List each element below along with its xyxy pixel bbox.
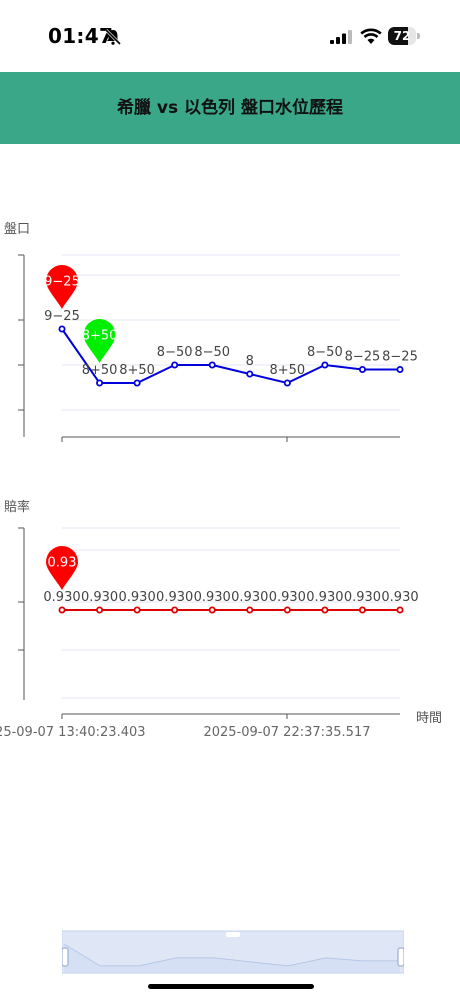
status-time: 01:47 xyxy=(48,24,114,48)
series-line xyxy=(61,328,400,385)
page-header: 希臘 vs 以色列 盤口水位歷程 xyxy=(0,72,460,144)
marker-min-pin xyxy=(83,319,116,363)
home-indicator[interactable] xyxy=(148,984,314,989)
data-label: 8−25 xyxy=(382,350,418,365)
data-point xyxy=(208,606,216,614)
x-tick-label: 2025-09-07 22:37:35.517 xyxy=(203,725,370,740)
data-point xyxy=(96,606,104,614)
data-point xyxy=(283,606,291,614)
battery-percentage: 72 xyxy=(393,29,411,43)
marker-max-pin xyxy=(46,545,78,590)
status-bar: 01:47 72 xyxy=(0,0,460,72)
data-label: 8−50 xyxy=(307,345,343,360)
data-label: 0.930 xyxy=(381,590,418,605)
wifi-icon xyxy=(360,28,382,44)
data-point xyxy=(133,379,141,387)
data-label: 8−50 xyxy=(194,345,230,360)
data-point xyxy=(321,606,329,614)
data-label: 0.930 xyxy=(306,590,343,605)
marker-max-pin xyxy=(46,265,78,309)
data-point xyxy=(58,606,66,614)
page-title: 希臘 vs 以色列 盤口水位歷程 xyxy=(117,98,343,118)
x-axis-title: 時間 xyxy=(416,711,442,726)
y-axis-title: 盤口 xyxy=(4,222,30,237)
x-tick-label: 2025-09-07 13:40:23.403 xyxy=(0,725,146,740)
data-point xyxy=(283,379,291,387)
data-point xyxy=(396,365,404,373)
marker-max-label: 0.93 xyxy=(48,555,77,570)
data-point xyxy=(58,325,66,333)
data-label: 8−50 xyxy=(157,345,193,360)
slider-left-handle[interactable] xyxy=(62,947,69,967)
battery-icon: 72 xyxy=(388,27,421,45)
slider-preview-area xyxy=(64,944,400,972)
data-label: 0.930 xyxy=(119,590,156,605)
data-label: 0.930 xyxy=(81,590,118,605)
data-point xyxy=(246,370,254,378)
cellular-signal-icon xyxy=(330,30,352,44)
odds-chart[interactable]: 賠率0.930 0.930 0.930 0.930 0.930 0.930 0.930 0.9… xyxy=(0,490,460,750)
data-label: 0.930 xyxy=(269,590,306,605)
data-label: 8+50 xyxy=(269,363,305,378)
data-label: 8 xyxy=(246,354,254,369)
data-point xyxy=(208,361,216,369)
data-point xyxy=(246,606,254,614)
data-point xyxy=(96,379,104,387)
data-point xyxy=(171,361,179,369)
data-label: 0.930 xyxy=(156,590,193,605)
data-label: 9−25 xyxy=(44,309,80,324)
data-label: 8+50 xyxy=(82,363,118,378)
data-point xyxy=(358,606,366,614)
slider-right-handle[interactable] xyxy=(397,947,404,967)
data-label: 8+50 xyxy=(119,363,155,378)
bell-off-icon xyxy=(104,28,122,46)
slider-top-grip[interactable] xyxy=(226,932,240,937)
data-label: 0.930 xyxy=(43,590,80,605)
marker-min-label: 8+50 xyxy=(82,329,118,344)
marker-max-label: 9−25 xyxy=(44,275,80,290)
data-label: 0.930 xyxy=(344,590,381,605)
data-point xyxy=(171,606,179,614)
data-point xyxy=(133,606,141,614)
data-label: 0.930 xyxy=(231,590,268,605)
data-point xyxy=(396,606,404,614)
data-label: 0.930 xyxy=(194,590,231,605)
datazoom-slider[interactable] xyxy=(62,930,404,974)
data-label: 8−25 xyxy=(345,350,381,365)
data-point xyxy=(358,365,366,373)
y-axis-title: 賠率 xyxy=(4,499,30,515)
data-point xyxy=(321,361,329,369)
